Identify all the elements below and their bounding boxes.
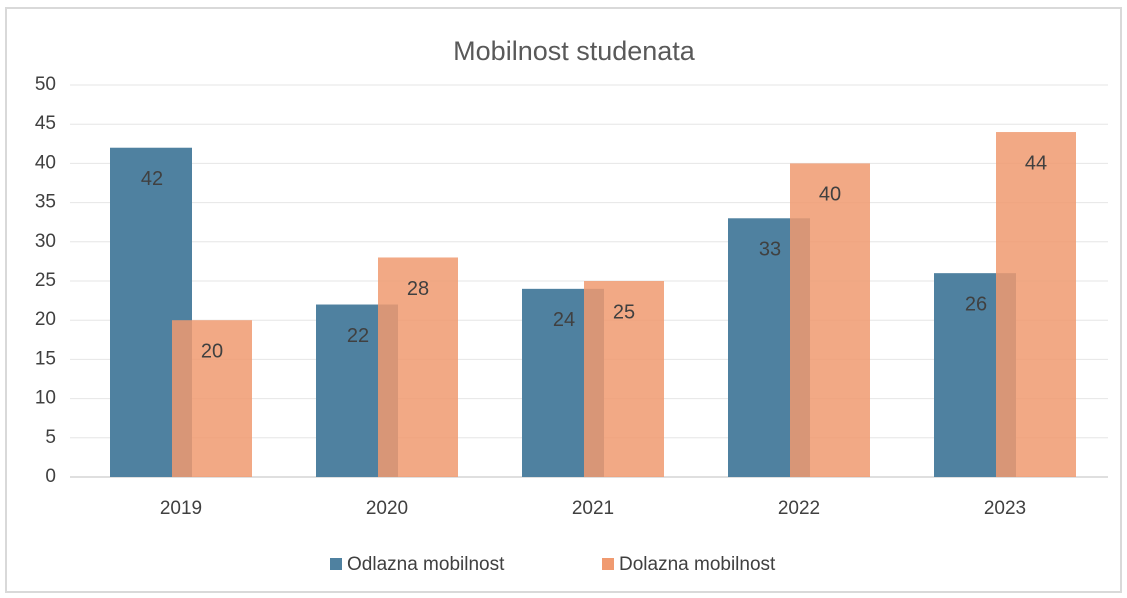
bar [172, 320, 252, 477]
legend-label: Dolazna mobilnost [619, 554, 776, 575]
y-tick-label: 50 [35, 74, 56, 95]
data-label: 22 [347, 325, 369, 347]
y-tick-label: 0 [45, 466, 56, 487]
y-tick-label: 45 [35, 113, 56, 134]
y-tick-label: 5 [45, 427, 56, 448]
y-tick-label: 35 [35, 192, 56, 213]
x-tick-label: 2023 [984, 498, 1026, 519]
chart-title: Mobilnost studenata [453, 36, 696, 66]
data-label: 25 [613, 301, 635, 323]
data-label: 33 [759, 239, 781, 261]
data-label: 28 [407, 278, 429, 300]
bar [996, 132, 1076, 478]
bar [790, 163, 870, 477]
bar [584, 281, 664, 477]
legend-swatch [330, 558, 342, 570]
y-tick-label: 20 [35, 309, 56, 330]
data-label: 44 [1025, 152, 1047, 174]
x-tick-label: 2022 [778, 498, 820, 519]
legend-label: Odlazna mobilnost [347, 554, 505, 575]
x-tick-label: 2020 [366, 498, 408, 519]
legend-swatch [602, 558, 614, 570]
y-tick-label: 25 [35, 270, 56, 291]
y-tick-label: 10 [35, 388, 56, 409]
x-tick-label: 2019 [160, 498, 202, 519]
data-label: 26 [965, 293, 987, 315]
y-tick-label: 30 [35, 231, 56, 252]
data-label: 40 [819, 184, 841, 206]
data-label: 24 [553, 309, 575, 331]
y-tick-label: 15 [35, 348, 56, 369]
data-label: 42 [141, 168, 163, 190]
x-tick-label: 2021 [572, 498, 614, 519]
y-tick-label: 40 [35, 152, 56, 173]
data-label: 20 [201, 340, 223, 362]
bar [378, 257, 458, 477]
